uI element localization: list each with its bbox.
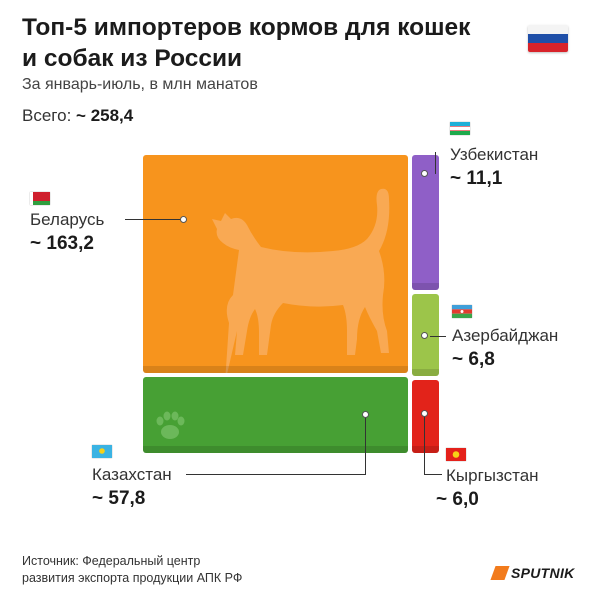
- marker-belarus: [180, 216, 187, 223]
- leader-kazakhstan: [186, 474, 366, 475]
- sputnik-mark-icon: [490, 566, 510, 580]
- marker-kyrgyzstan: [421, 410, 428, 417]
- cat-silhouette-icon: [143, 155, 408, 373]
- azerbaijan-flag-icon: [452, 305, 472, 318]
- russia-flag-icon: [528, 25, 568, 52]
- source-line-1: Источник: Федеральный центр: [22, 554, 201, 568]
- marker-azerbaijan: [421, 332, 428, 339]
- source-line-2: развития экспорта продукции АПК РФ: [22, 571, 243, 585]
- sputnik-logo: SPUTNIK: [490, 565, 575, 581]
- label-kazakhstan: Казахстан: [92, 465, 172, 484]
- sputnik-logo-text: SPUTNIK: [511, 565, 575, 581]
- leader-belarus: [125, 219, 183, 220]
- kyrgyzstan-flag-icon: [446, 448, 466, 461]
- leader-azerbaijan: [430, 336, 446, 337]
- tile-fill-uzbekistan: [412, 155, 439, 290]
- value-kazakhstan: ~ 57,8: [92, 488, 146, 509]
- value-belarus: ~ 163,2: [30, 233, 94, 254]
- leader-kazakhstan-vertical: [365, 415, 366, 475]
- treemap-tile-belarus: [143, 155, 408, 373]
- total-line: Всего: ~ 258,4: [22, 106, 133, 126]
- total-value: ~ 258,4: [76, 106, 134, 125]
- uzbekistan-flag-icon: [450, 122, 470, 135]
- kazakhstan-flag-icon: [92, 445, 112, 458]
- belarus-flag-icon: [30, 192, 50, 205]
- label-azerbaijan: Азербайджан: [452, 326, 559, 345]
- label-belarus: Беларусь: [30, 210, 105, 229]
- subtitle: За январь-июль, в млн манатов: [22, 76, 258, 93]
- total-label: Всего:: [22, 106, 72, 125]
- source-note: Источник: Федеральный центр развития экс…: [22, 553, 242, 587]
- page-title: Топ-5 импортеров кормов для кошек и соба…: [22, 14, 471, 72]
- label-kyrgyzstan: Кыргызстан: [446, 466, 539, 485]
- value-kyrgyzstan: ~ 6,0: [436, 489, 479, 510]
- leader-kyrgyzstan-horizontal: [424, 474, 442, 475]
- treemap-tile-uzbekistan: [412, 155, 439, 290]
- marker-uzbekistan: [421, 170, 428, 177]
- label-uzbekistan: Узбекистан: [450, 145, 539, 164]
- value-azerbaijan: ~ 6,8: [452, 349, 495, 370]
- leader-kyrgyzstan: [424, 414, 425, 474]
- marker-kazakhstan: [362, 411, 369, 418]
- leader-uzbekistan: [435, 152, 436, 174]
- value-uzbekistan: ~ 11,1: [450, 168, 503, 189]
